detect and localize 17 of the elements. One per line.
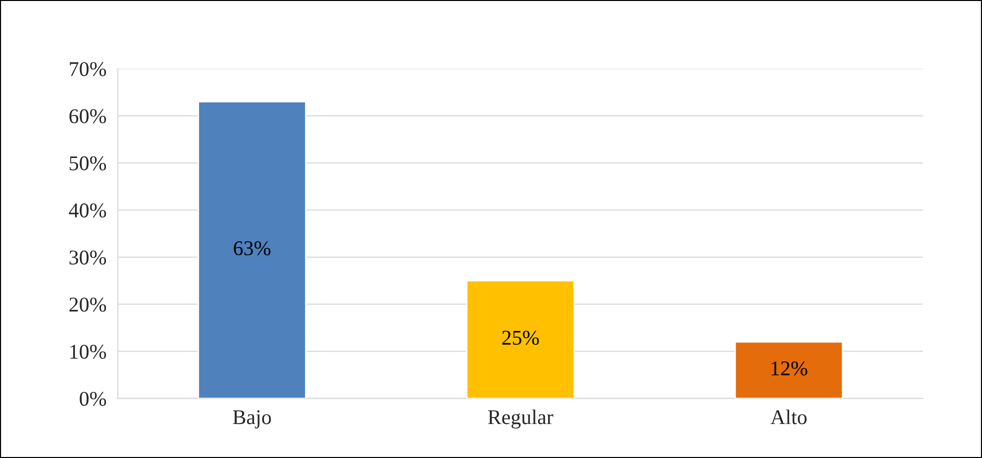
y-tick-label: 0% (80, 392, 106, 406)
x-tick-label: Regular (488, 410, 554, 429)
y-tick-label: 30% (70, 250, 106, 265)
y-tick-label: 10% (70, 344, 106, 359)
y-tick-label: 50% (70, 156, 106, 170)
data-label: 25% (502, 330, 539, 345)
bar (734, 341, 844, 398)
data-label: 12% (772, 361, 808, 376)
x-tick-label: Alto (770, 410, 807, 424)
bar (466, 280, 575, 398)
y-tick-label: 20% (69, 298, 106, 312)
x-tick-label: Bajo (232, 410, 271, 428)
bar (198, 100, 306, 398)
y-tick-label: 60% (69, 109, 106, 124)
y-tick-label: 70% (70, 62, 106, 76)
y-tick-label: 40% (68, 203, 106, 218)
data-label: 63% (234, 241, 270, 256)
